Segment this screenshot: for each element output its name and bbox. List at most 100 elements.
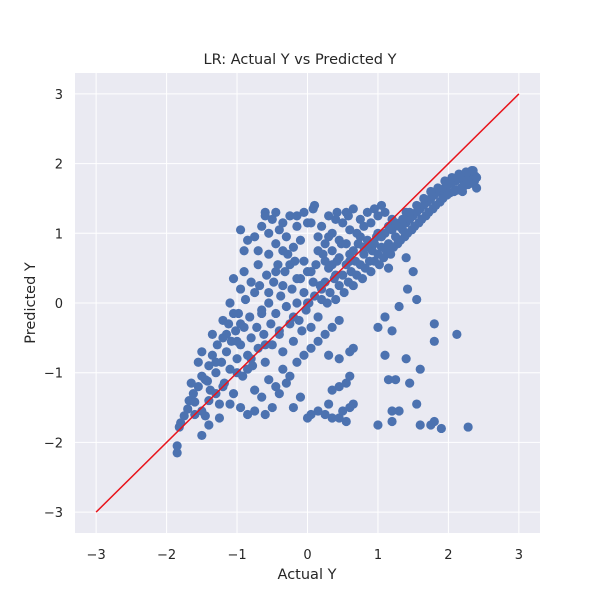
data-point (471, 183, 482, 193)
data-point (278, 347, 288, 357)
y-tick-label: 1 (55, 227, 63, 242)
data-point (212, 340, 222, 350)
data-point (327, 260, 337, 270)
data-point (376, 200, 387, 211)
data-point (419, 193, 429, 204)
data-point (452, 329, 462, 339)
data-point (380, 207, 390, 217)
data-point (334, 235, 344, 245)
data-point (313, 232, 323, 242)
data-point (348, 246, 358, 256)
data-point (366, 218, 376, 228)
data-point (355, 232, 365, 242)
data-point (281, 301, 291, 312)
data-point (313, 312, 323, 322)
data-point (218, 315, 228, 326)
data-point (320, 256, 330, 266)
data-point (253, 260, 263, 270)
data-point (193, 357, 203, 367)
data-point (373, 322, 383, 332)
data-point (366, 267, 376, 277)
data-point (348, 343, 358, 353)
data-point (271, 239, 281, 249)
data-point (433, 183, 443, 193)
data-point (235, 284, 246, 294)
data-point (468, 165, 478, 176)
data-point (415, 420, 425, 430)
data-point (267, 402, 277, 413)
data-point (313, 246, 323, 256)
data-point (302, 218, 313, 228)
data-point (345, 371, 355, 381)
data-point (362, 242, 372, 252)
data-point (232, 354, 242, 364)
data-point (193, 382, 203, 392)
data-point (306, 322, 316, 332)
data-point (405, 207, 415, 217)
data-point (276, 291, 286, 301)
data-point (264, 375, 274, 385)
data-point (331, 294, 341, 305)
data-point (374, 260, 384, 270)
data-point (373, 211, 383, 221)
data-point (262, 270, 272, 280)
data-point (362, 235, 372, 245)
data-point (214, 413, 225, 423)
data-point (280, 267, 290, 277)
data-point (235, 319, 246, 329)
data-point (295, 392, 306, 402)
data-point (306, 267, 316, 277)
data-point (324, 232, 334, 242)
data-point (412, 200, 422, 211)
data-point (348, 280, 358, 291)
x-tick-labels: −3 −2 −1 0 1 2 3 (87, 548, 523, 563)
data-point (383, 221, 394, 231)
data-point (266, 319, 276, 329)
data-point (250, 287, 260, 298)
x-tick-label: 1 (374, 548, 382, 563)
data-point (401, 253, 411, 263)
data-point (306, 409, 316, 420)
data-point (190, 397, 200, 407)
data-point (288, 242, 299, 252)
data-point (285, 371, 295, 381)
data-point (415, 364, 425, 374)
data-point (334, 315, 344, 326)
chart-title: LR: Actual Y vs Predicted Y (204, 52, 397, 68)
data-point (378, 253, 389, 263)
data-point (325, 287, 335, 298)
data-point (172, 448, 182, 458)
data-point (292, 221, 302, 231)
data-point (429, 416, 439, 427)
x-tick-label: 0 (303, 548, 311, 563)
data-point (254, 280, 265, 291)
data-point (332, 207, 342, 217)
data-point (204, 420, 214, 430)
data-point (338, 406, 348, 416)
data-point (376, 232, 387, 242)
data-point (285, 260, 295, 270)
data-point (225, 399, 235, 409)
data-point (221, 329, 232, 339)
data-point (383, 263, 394, 273)
data-point (232, 336, 242, 346)
data-point (369, 204, 380, 214)
x-tick-label: −2 (157, 548, 176, 563)
data-point (246, 277, 256, 287)
data-point (264, 249, 274, 259)
data-point (402, 284, 413, 294)
x-tick-label: −1 (227, 548, 246, 563)
data-point (324, 211, 334, 221)
data-point (387, 416, 397, 427)
data-point (324, 399, 334, 409)
data-point (240, 294, 251, 305)
data-point (331, 214, 341, 224)
data-point (260, 211, 270, 221)
data-point (257, 392, 267, 402)
data-point (257, 308, 267, 319)
data-point (211, 357, 221, 367)
data-point (228, 274, 239, 284)
data-point (457, 186, 468, 197)
data-point (334, 382, 344, 392)
